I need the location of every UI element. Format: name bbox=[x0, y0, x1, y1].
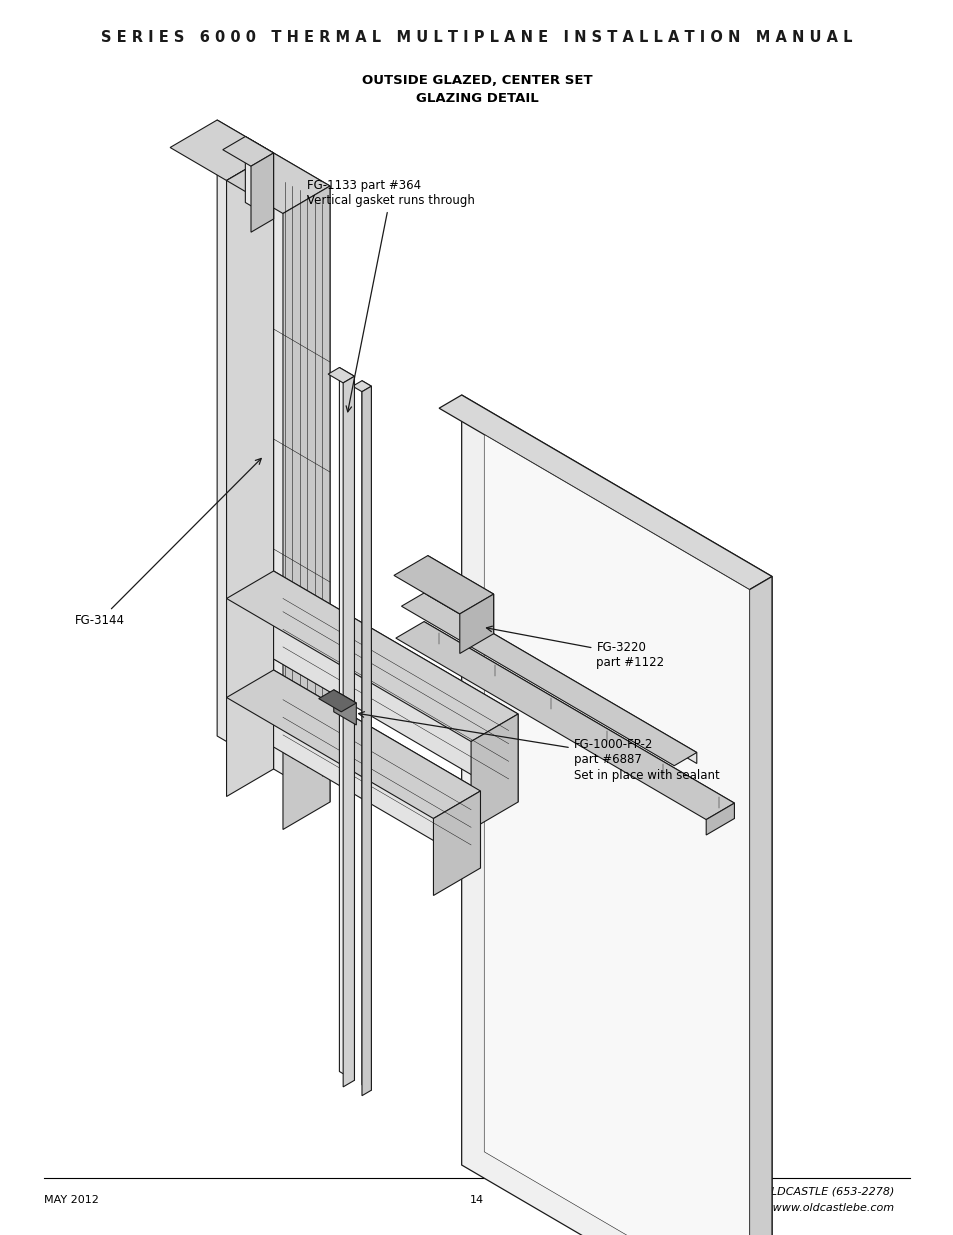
Polygon shape bbox=[423, 593, 696, 763]
Polygon shape bbox=[705, 803, 734, 835]
Polygon shape bbox=[461, 395, 771, 1235]
Polygon shape bbox=[353, 380, 371, 391]
Polygon shape bbox=[343, 377, 355, 1087]
Polygon shape bbox=[274, 153, 330, 802]
Polygon shape bbox=[226, 671, 480, 819]
Polygon shape bbox=[318, 690, 356, 711]
Polygon shape bbox=[170, 120, 274, 180]
Text: FG-3144: FG-3144 bbox=[75, 458, 261, 626]
Polygon shape bbox=[226, 153, 330, 214]
Polygon shape bbox=[283, 186, 330, 830]
Polygon shape bbox=[433, 790, 480, 895]
Text: GLAZING DETAIL: GLAZING DETAIL bbox=[416, 91, 537, 105]
Polygon shape bbox=[423, 621, 734, 819]
Text: FG-1000-FP-2
part #6887
Set in place with sealant: FG-1000-FP-2 part #6887 Set in place wit… bbox=[358, 711, 719, 782]
Text: Web Address: www.oldcastlebe.com: Web Address: www.oldcastlebe.com bbox=[692, 1203, 894, 1213]
Polygon shape bbox=[334, 690, 356, 725]
Polygon shape bbox=[361, 387, 371, 1095]
Polygon shape bbox=[471, 714, 517, 830]
Polygon shape bbox=[749, 577, 771, 1235]
Polygon shape bbox=[395, 621, 734, 820]
Polygon shape bbox=[484, 435, 749, 1235]
Polygon shape bbox=[361, 380, 371, 1091]
Polygon shape bbox=[274, 671, 480, 868]
Polygon shape bbox=[401, 593, 696, 766]
Polygon shape bbox=[226, 153, 274, 797]
Polygon shape bbox=[438, 395, 771, 589]
Polygon shape bbox=[339, 368, 355, 1081]
Text: Phone: 1-866-OLDCASTLE (653-2278): Phone: 1-866-OLDCASTLE (653-2278) bbox=[683, 1187, 894, 1197]
Polygon shape bbox=[217, 120, 274, 769]
Polygon shape bbox=[245, 137, 274, 219]
Text: FG-1133 part #364
Vertical gasket runs through: FG-1133 part #364 Vertical gasket runs t… bbox=[307, 179, 475, 411]
Polygon shape bbox=[251, 153, 274, 232]
Text: S E R I E S   6 0 0 0   T H E R M A L   M U L T I P L A N E   I N S T A L L A T : S E R I E S 6 0 0 0 T H E R M A L M U L … bbox=[101, 31, 852, 46]
Polygon shape bbox=[274, 571, 517, 802]
Text: MAY 2012: MAY 2012 bbox=[44, 1195, 98, 1205]
Polygon shape bbox=[226, 571, 517, 741]
Text: OUTSIDE GLAZED, CENTER SET: OUTSIDE GLAZED, CENTER SET bbox=[361, 74, 592, 86]
Polygon shape bbox=[394, 556, 493, 614]
Polygon shape bbox=[427, 556, 493, 634]
Polygon shape bbox=[223, 137, 274, 167]
Polygon shape bbox=[328, 368, 355, 383]
Text: 14: 14 bbox=[470, 1195, 483, 1205]
Text: FG-3220
part #1122: FG-3220 part #1122 bbox=[486, 626, 664, 669]
Polygon shape bbox=[459, 594, 493, 653]
